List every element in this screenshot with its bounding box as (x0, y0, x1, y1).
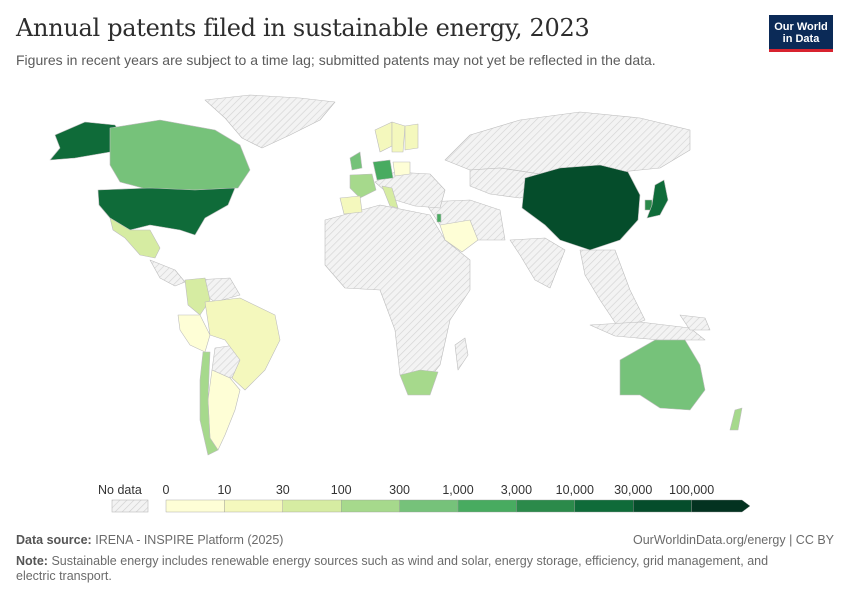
region-norway[interactable]: Norway (374, 121, 393, 153)
region-france[interactable]: France (349, 173, 377, 199)
legend-tick-label: 30,000 (614, 483, 652, 497)
legend-bin-7[interactable] (574, 499, 634, 513)
legend-tick-label: 1,000 (442, 483, 473, 497)
note-label: Note: (16, 554, 48, 568)
legend-tick-label: 0 (163, 483, 170, 497)
legend-bin-4[interactable] (399, 499, 459, 513)
legend-bin-8[interactable] (633, 499, 692, 513)
legend-no-data-label: No data (98, 483, 142, 497)
chart-title: Annual patents filed in sustainable ener… (16, 14, 590, 42)
region-peru[interactable]: Peru (177, 314, 211, 353)
source-text[interactable]: IRENA - INSPIRE Platform (2025) (95, 533, 284, 547)
logo-line-2: in Data (782, 33, 820, 45)
region-india-region[interactable]: India region (509, 237, 566, 289)
region-united-kingdom[interactable]: United Kingdom (349, 151, 363, 171)
legend-bin-2[interactable] (282, 499, 342, 513)
region-finland[interactable]: Finland (404, 123, 419, 151)
region-argentina[interactable]: Argentina (207, 369, 241, 451)
legend-tick-label: 10,000 (556, 483, 594, 497)
world-map: GreenlandRussiaKazakhstan & Central Asia… (49, 94, 743, 456)
region-south-africa[interactable]: South Africa (399, 369, 439, 396)
region-africa[interactable]: Africa (324, 204, 471, 391)
region-poland[interactable]: Poland (392, 161, 411, 177)
region-japan[interactable]: Japan (646, 179, 669, 219)
region-australia[interactable]: Australia (619, 339, 706, 411)
region-canada[interactable]: Canada (109, 119, 251, 191)
chart-subtitle: Figures in recent years are subject to a… (16, 52, 656, 68)
legend-bin-0[interactable] (165, 499, 225, 513)
legend-bin-9[interactable] (691, 499, 751, 513)
legend-tick-label: 3,000 (501, 483, 532, 497)
region-new-zealand[interactable]: New Zealand (729, 407, 743, 431)
region-madagascar[interactable]: Madagascar (454, 337, 469, 371)
region-central-america[interactable]: Central America (149, 259, 186, 287)
region-greenland[interactable]: Greenland (204, 94, 336, 149)
legend-tick-label: 30 (276, 483, 290, 497)
owid-logo[interactable]: Our World in Data (769, 15, 833, 52)
legend-tick-label: 100 (331, 483, 352, 497)
region-spain[interactable]: Spain (339, 195, 363, 215)
legend-bin-3[interactable] (341, 499, 400, 513)
region-indonesia[interactable]: Indonesia (589, 321, 706, 341)
region-chile[interactable]: Chile (199, 351, 219, 456)
region-brazil[interactable]: Brazil (204, 297, 281, 391)
region-png[interactable]: PNG (679, 314, 711, 331)
legend-tick-label: 100,000 (669, 483, 714, 497)
region-mexico[interactable]: Mexico (109, 217, 161, 259)
region-saudi-arabia[interactable]: Saudi Arabia (439, 219, 479, 253)
region-china[interactable]: China (521, 164, 641, 251)
credit-link[interactable]: OurWorldinData.org/energy | CC BY (632, 533, 834, 547)
region-italy[interactable]: Italy (381, 185, 399, 209)
region-southeast-asia[interactable]: Southeast Asia (579, 249, 646, 331)
region-germany[interactable]: Germany (372, 159, 394, 181)
region-colombia[interactable]: Colombia (184, 277, 211, 316)
map-legend: No data 0 10 30 100 300 1,000 3,000 10,000 30,00… (98, 483, 751, 513)
legend-bin-6[interactable] (516, 499, 576, 513)
logo-line-1: Our World (774, 21, 828, 33)
legend-bin-5[interactable] (457, 499, 517, 513)
legend-tick-label: 10 (217, 483, 231, 497)
legend-bin-1[interactable] (224, 499, 283, 513)
legend-no-data-swatch (111, 499, 149, 513)
legend-tick-label: 300 (389, 483, 410, 497)
note-text: Sustainable energy includes renewable en… (16, 554, 769, 583)
footnote: Note: Sustainable energy includes renewa… (16, 554, 806, 584)
source-label: Data source: (16, 533, 92, 547)
data-source: Data source: IRENA - INSPIRE Platform (2… (16, 533, 834, 547)
region-israel[interactable]: Israel (436, 213, 442, 223)
region-sweden[interactable]: Sweden (391, 121, 406, 153)
